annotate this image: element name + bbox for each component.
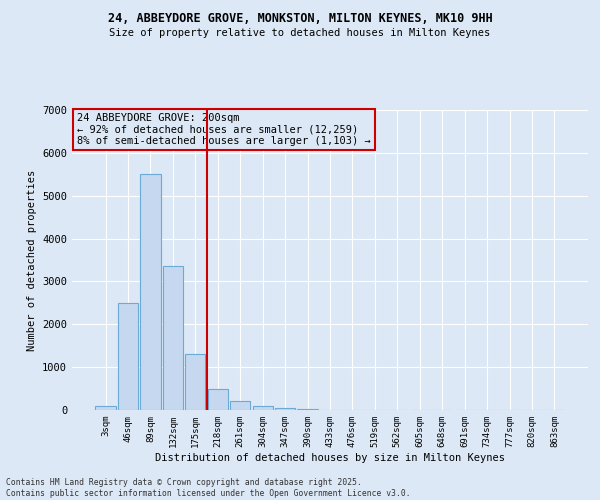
Text: Size of property relative to detached houses in Milton Keynes: Size of property relative to detached ho… <box>109 28 491 38</box>
Bar <box>253 406 273 410</box>
Bar <box>185 354 205 410</box>
Text: 24, ABBEYDORE GROVE, MONKSTON, MILTON KEYNES, MK10 9HH: 24, ABBEYDORE GROVE, MONKSTON, MILTON KE… <box>107 12 493 26</box>
Bar <box>140 174 161 410</box>
Bar <box>208 390 228 410</box>
Bar <box>230 401 250 410</box>
Bar <box>298 408 317 410</box>
Text: 24 ABBEYDORE GROVE: 200sqm
← 92% of detached houses are smaller (12,259)
8% of s: 24 ABBEYDORE GROVE: 200sqm ← 92% of deta… <box>77 113 371 146</box>
X-axis label: Distribution of detached houses by size in Milton Keynes: Distribution of detached houses by size … <box>155 452 505 462</box>
Bar <box>275 408 295 410</box>
Bar <box>163 266 183 410</box>
Text: Contains HM Land Registry data © Crown copyright and database right 2025.
Contai: Contains HM Land Registry data © Crown c… <box>6 478 410 498</box>
Bar <box>118 303 138 410</box>
Y-axis label: Number of detached properties: Number of detached properties <box>26 170 37 350</box>
Bar <box>95 406 116 410</box>
